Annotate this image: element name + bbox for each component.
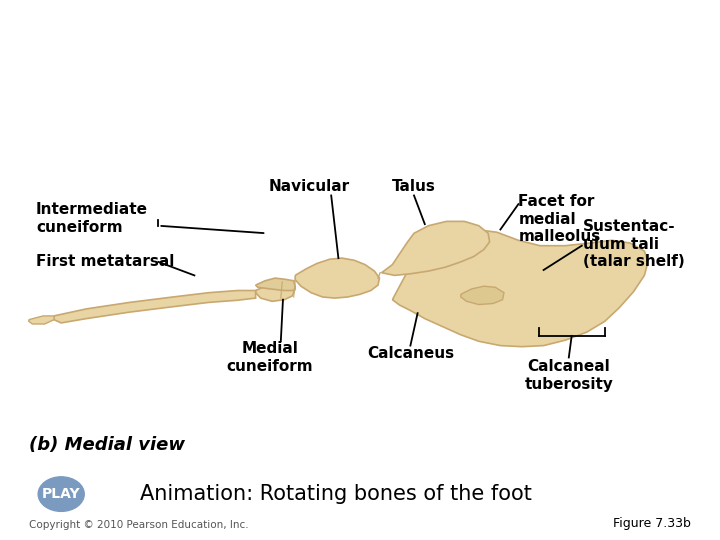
PathPatch shape [392, 230, 648, 347]
Text: Figure 7.33b: Figure 7.33b [613, 517, 691, 530]
PathPatch shape [295, 258, 379, 298]
PathPatch shape [29, 316, 54, 324]
Text: Navicular: Navicular [269, 179, 350, 194]
Text: First metatarsal: First metatarsal [36, 254, 174, 269]
Text: Copyright © 2010 Pearson Education, Inc.: Copyright © 2010 Pearson Education, Inc. [29, 520, 248, 530]
Text: PLAY: PLAY [42, 487, 81, 501]
Text: Medial
cuneiform: Medial cuneiform [227, 341, 313, 374]
Text: Calcaneus: Calcaneus [366, 346, 454, 361]
PathPatch shape [256, 281, 295, 301]
Text: Intermediate
cuneiform: Intermediate cuneiform [36, 202, 148, 235]
PathPatch shape [382, 221, 490, 275]
Circle shape [38, 477, 84, 511]
Text: Calcaneal
tuberosity: Calcaneal tuberosity [524, 359, 613, 392]
PathPatch shape [54, 291, 256, 323]
Text: Talus: Talus [392, 179, 436, 194]
Text: Sustentac-
ulum tali
(talar shelf): Sustentac- ulum tali (talar shelf) [583, 219, 685, 269]
PathPatch shape [461, 286, 504, 305]
Text: Animation: Rotating bones of the foot: Animation: Rotating bones of the foot [140, 484, 532, 504]
PathPatch shape [256, 278, 295, 291]
Text: (b) Medial view: (b) Medial view [29, 436, 185, 455]
Text: Facet for
medial
malleolus: Facet for medial malleolus [518, 194, 600, 244]
